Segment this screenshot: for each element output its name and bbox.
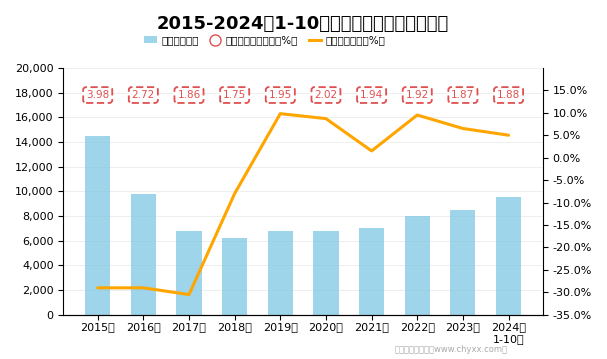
Bar — [450, 210, 475, 315]
Text: 1.92: 1.92 — [405, 90, 429, 100]
Bar — [496, 197, 521, 315]
Legend: 企业数（个）, 占全国企业数比重（%）, 企业同比增速（%）: 企业数（个）, 占全国企业数比重（%）, 企业同比增速（%） — [140, 31, 389, 50]
Text: 制图：智研咏询（www.chyxx.com）: 制图：智研咏询（www.chyxx.com） — [395, 345, 507, 354]
Text: 3.98: 3.98 — [86, 90, 109, 100]
Bar — [405, 216, 430, 315]
Bar — [313, 231, 339, 315]
Text: 1.95: 1.95 — [269, 90, 292, 100]
Title: 2015-2024年1-10月辽宁省工业企业数统计图: 2015-2024年1-10月辽宁省工业企业数统计图 — [157, 15, 449, 33]
Text: 1.88: 1.88 — [497, 90, 520, 100]
Text: 1.94: 1.94 — [360, 90, 383, 100]
Text: 2.02: 2.02 — [314, 90, 337, 100]
Bar — [359, 228, 384, 315]
Text: 1.87: 1.87 — [451, 90, 475, 100]
Bar — [268, 231, 293, 315]
Text: 1.86: 1.86 — [177, 90, 201, 100]
Bar — [131, 194, 156, 315]
Bar — [177, 231, 202, 315]
Text: 1.75: 1.75 — [223, 90, 246, 100]
Text: 2.72: 2.72 — [132, 90, 155, 100]
Bar — [222, 238, 247, 315]
Bar — [85, 136, 110, 315]
